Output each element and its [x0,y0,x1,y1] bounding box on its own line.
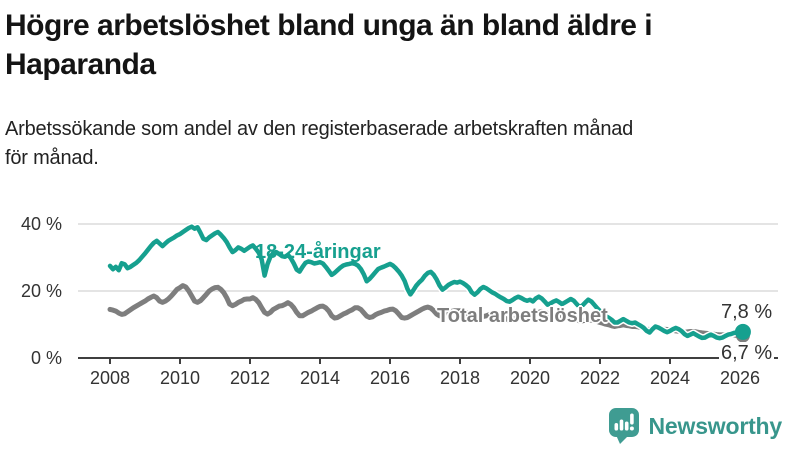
series-label-young: 18-24-åringar [255,241,381,263]
brand-name: Newsworthy [648,412,783,439]
page-title: Högre arbetslöshet bland unga än bland ä… [5,6,765,84]
svg-text:40 %: 40 % [21,214,62,234]
svg-text:20 %: 20 % [21,281,62,301]
svg-text:2010: 2010 [160,368,200,388]
end-value-label-total: 6,7 % [719,342,775,365]
svg-text:0 %: 0 % [31,348,62,368]
title-line-2: Haparanda [5,48,156,81]
svg-text:2020: 2020 [510,368,550,388]
end-value-label-young: 7,8 % [721,301,773,323]
series-label-total: Total arbetslöshet [437,305,608,327]
svg-text:2014: 2014 [300,368,340,388]
svg-text:2026: 2026 [720,368,760,388]
chart-subtitle: Arbetssökande som andel av den registerb… [5,115,785,173]
subtitle-line-1: Arbetssökande som andel av den registerb… [5,118,634,140]
svg-text:2022: 2022 [580,368,620,388]
svg-text:2018: 2018 [440,368,480,388]
title-line-1: Högre arbetslöshet bland unga än bland ä… [5,9,653,42]
newsworthy-logo: Newsworthy [608,407,782,445]
svg-text:2024: 2024 [650,368,690,388]
svg-text:2016: 2016 [370,368,410,388]
subtitle-line-2: för månad. [5,147,99,169]
svg-text:2008: 2008 [90,368,130,388]
chart-speech-bubble-icon [608,408,639,444]
svg-text:2012: 2012 [230,368,270,388]
